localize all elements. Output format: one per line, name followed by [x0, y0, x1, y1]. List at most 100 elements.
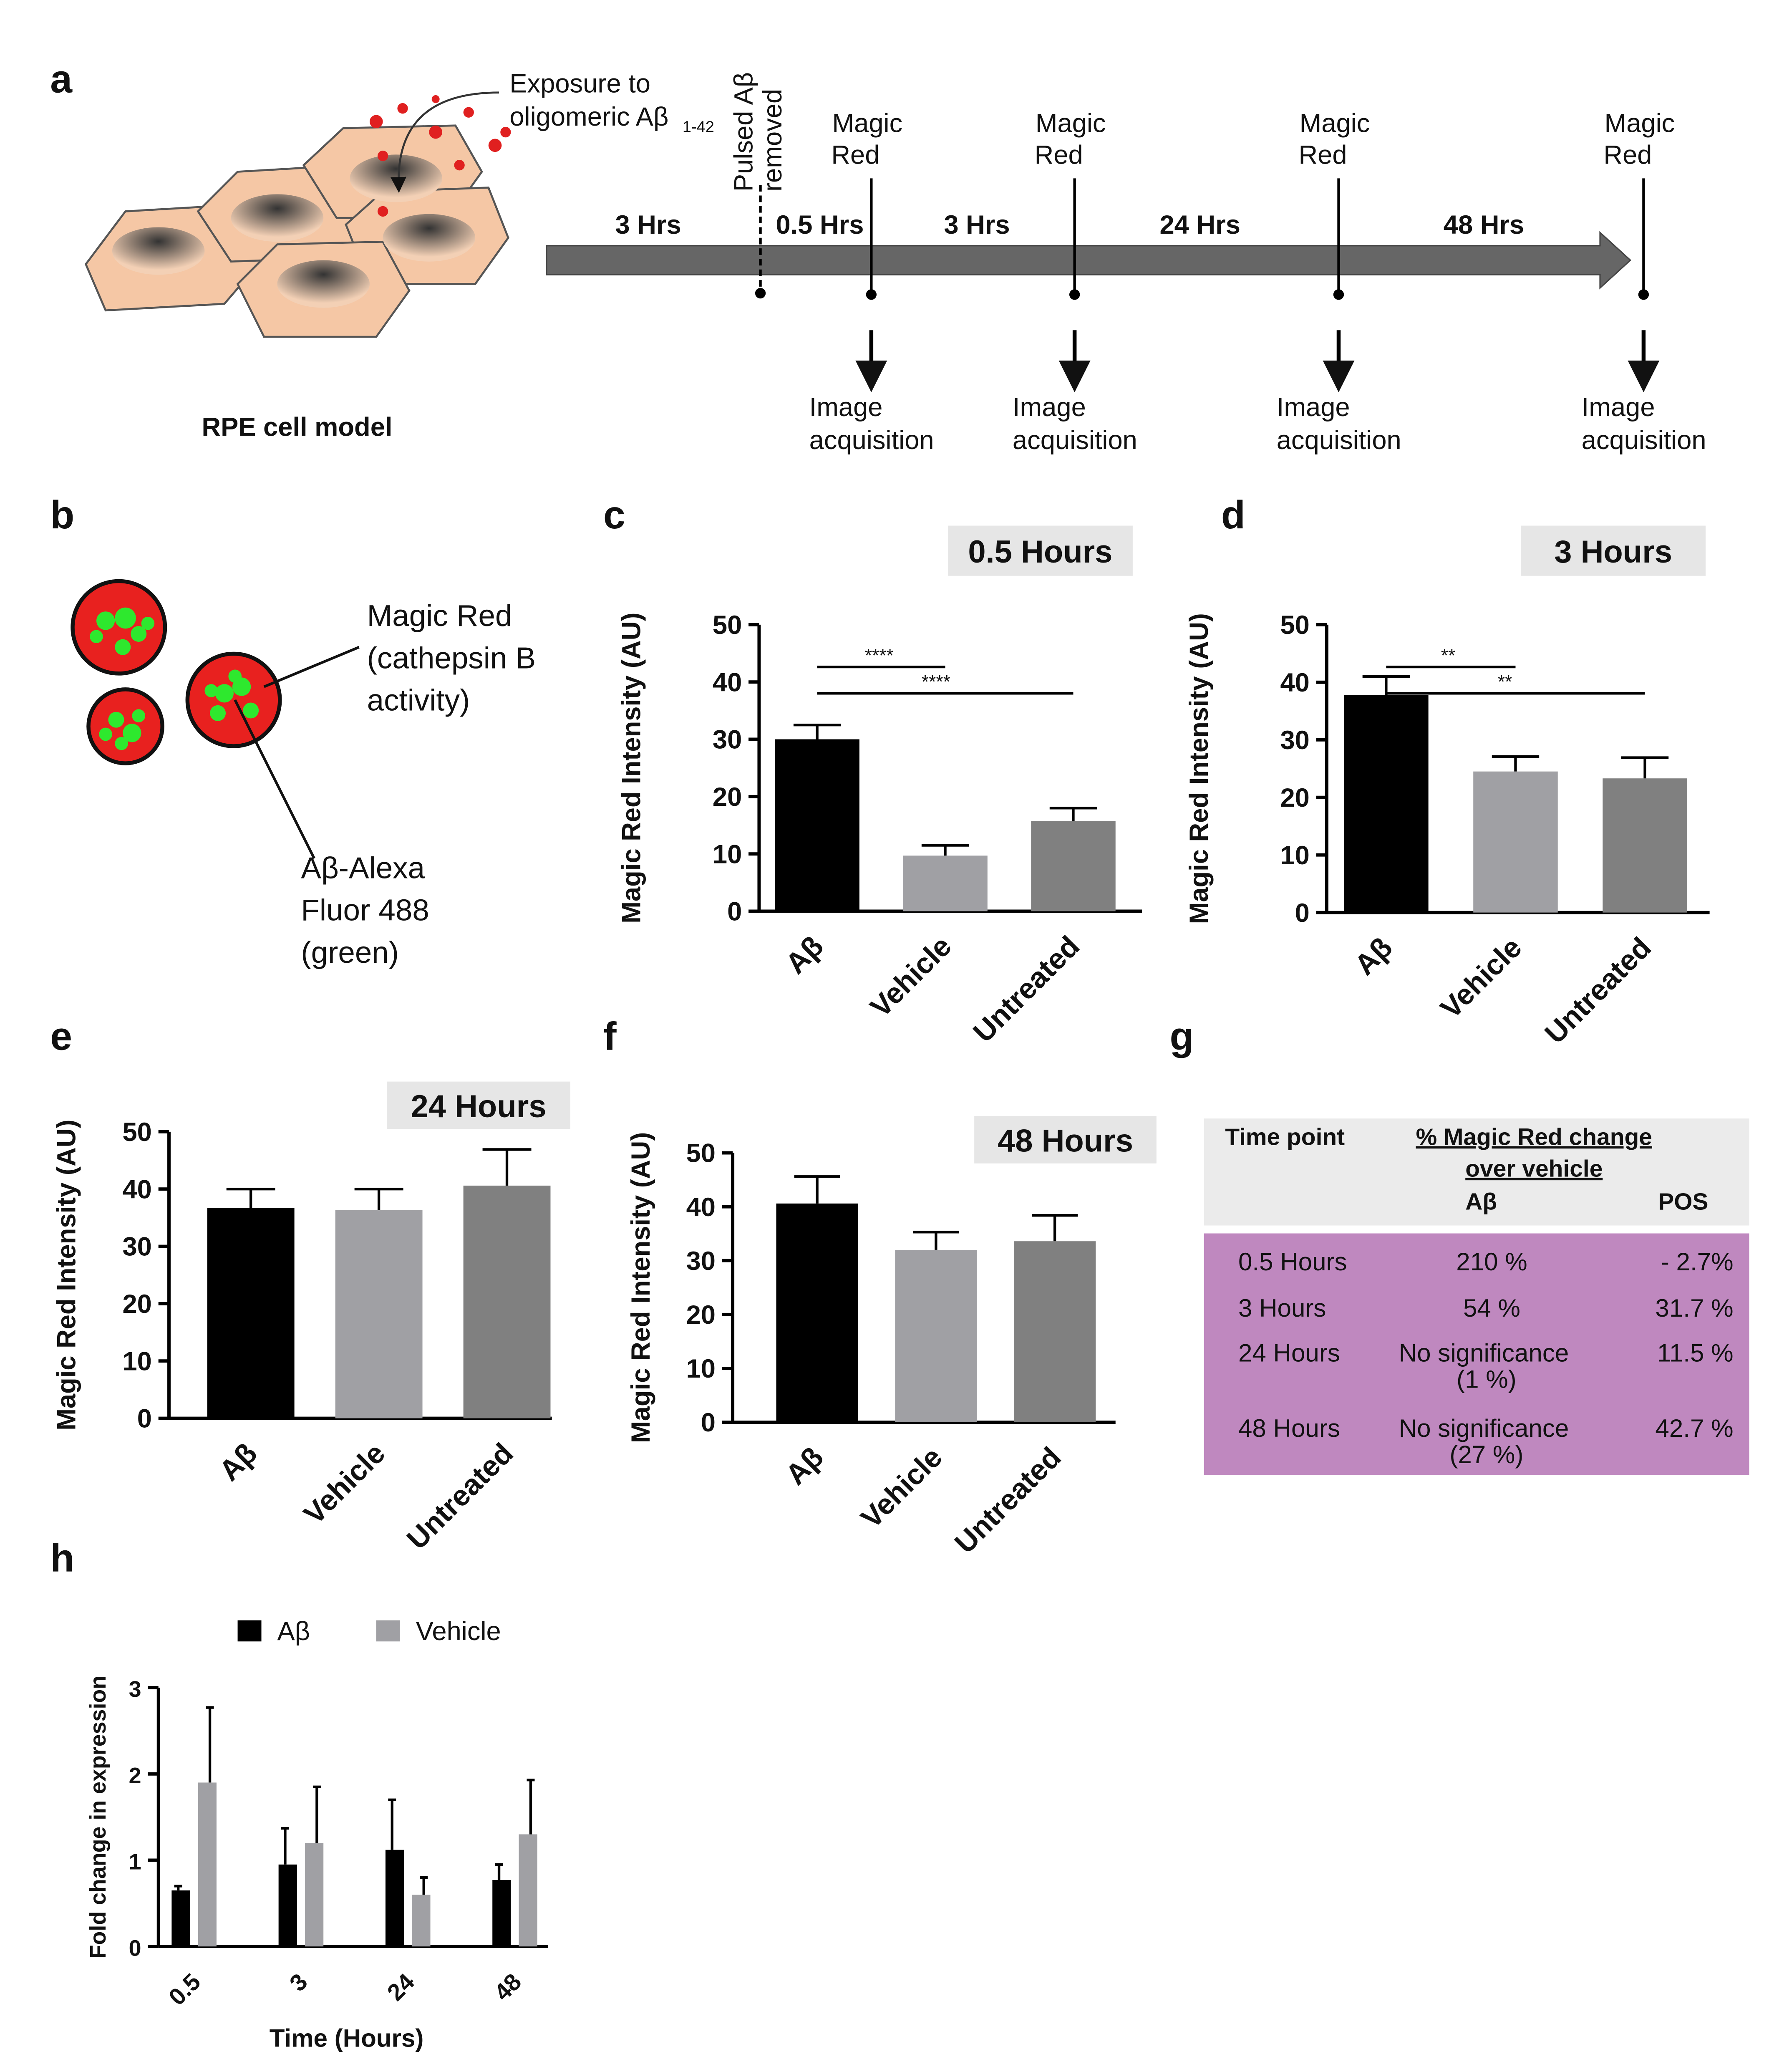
timepoint-label: Red [1603, 141, 1652, 170]
table-header-bg [1204, 1118, 1749, 1226]
y-tick-label: 40 [686, 1193, 716, 1222]
y-tick-label: 40 [713, 668, 742, 697]
panel-label: e [50, 1015, 72, 1059]
y-tick-label: 10 [686, 1354, 716, 1383]
x-tick-label: 24 [382, 1969, 420, 2006]
timepoint-dot [1069, 289, 1080, 300]
x-tick-label: Vehicle [864, 930, 958, 1024]
timepoint-label: Magic [1605, 109, 1675, 138]
timepoint-label: Red [1035, 141, 1083, 170]
table-header: % Magic Red change [1416, 1124, 1652, 1151]
acquisition-label: acquisition [1277, 426, 1401, 455]
bar [1344, 695, 1429, 913]
bar [198, 1782, 217, 1947]
panel-label: h [50, 1536, 74, 1580]
timepoint-dot [866, 289, 877, 300]
y-tick-label: 3 [129, 1677, 141, 1702]
table-cell: 54 % [1463, 1294, 1520, 1322]
bar [1473, 771, 1558, 913]
title-box [947, 525, 1133, 576]
x-tick-label: Vehicle [297, 1437, 391, 1531]
y-axis-label: Magic Red Intensity (AU) [617, 613, 646, 924]
timepoint-label: Magic [1300, 109, 1370, 138]
table-cell: No significance [1399, 1414, 1569, 1442]
y-tick-label: 30 [123, 1232, 152, 1262]
table-header: Time point [1225, 1124, 1345, 1151]
bar [385, 1850, 404, 1947]
panel-label: d [1221, 493, 1245, 537]
bar [305, 1843, 324, 1947]
bar [775, 739, 859, 911]
x-tick-label: Aβ [213, 1437, 263, 1487]
y-tick-label: 30 [686, 1247, 716, 1276]
y-tick-label: 50 [686, 1139, 716, 1168]
bar [463, 1185, 551, 1418]
legend-swatch [237, 1620, 262, 1642]
y-tick-label: 50 [713, 611, 742, 640]
cell-diagram [71, 579, 360, 859]
green-label: Fluor 488 [301, 893, 429, 927]
chart-title: 0.5 Hours [968, 534, 1112, 570]
acquisition-label: Image [809, 393, 883, 422]
significance-label: **** [865, 645, 894, 666]
exposure-subscript: 1-42 [683, 119, 714, 136]
x-axis-label: Time (Hours) [270, 2024, 424, 2052]
legend-swatch [376, 1620, 400, 1642]
bar [1603, 778, 1687, 913]
chart-title: 48 Hours [998, 1123, 1133, 1158]
bar [412, 1895, 431, 1947]
table-header: over vehicle [1465, 1155, 1603, 1182]
y-axis-label: Magic Red Intensity (AU) [626, 1132, 655, 1443]
x-tick-label: Untreated [401, 1437, 519, 1556]
green-label: Aβ-Alexa [301, 851, 425, 885]
y-tick-label: 10 [1280, 841, 1309, 870]
y-axis-label: Fold change in expression [86, 1676, 111, 1958]
acquisition-label: acquisition [1013, 426, 1137, 455]
timepoint-label: Red [1298, 141, 1347, 170]
timepoint-label: Red [831, 141, 879, 170]
table-cell: No significance [1399, 1339, 1569, 1367]
timepoint-dot [1638, 289, 1649, 300]
y-tick-label: 0 [727, 897, 742, 926]
table-cell: 210 % [1456, 1248, 1527, 1276]
y-tick-label: 0 [129, 1936, 141, 1961]
bar [776, 1203, 858, 1423]
table-cell: 42.7 % [1655, 1414, 1733, 1442]
acquisition-label: Image [1277, 393, 1350, 422]
table-cell: 0.5 Hours [1238, 1248, 1347, 1276]
acquisition-label: acquisition [809, 426, 934, 455]
panel-label: f [603, 1015, 617, 1059]
y-tick-label: 0 [137, 1404, 152, 1433]
bar [903, 856, 988, 911]
x-tick-label: Aβ [779, 1441, 829, 1491]
table-cell: - 2.7% [1661, 1248, 1734, 1276]
x-tick-label: 0.5 [164, 1969, 206, 2011]
chart-title: 24 Hours [411, 1089, 547, 1124]
title-box [1521, 525, 1706, 576]
table-header: Aβ [1465, 1189, 1497, 1215]
acquisition-label: acquisition [1582, 426, 1706, 455]
table-cell: 48 Hours [1238, 1414, 1340, 1442]
x-tick-label: Aβ [1348, 931, 1399, 982]
bar [207, 1208, 295, 1418]
y-tick-label: 50 [1280, 611, 1309, 640]
exposure-text: Exposure to [509, 69, 650, 98]
y-tick-label: 30 [1280, 726, 1309, 755]
y-tick-label: 20 [713, 782, 742, 812]
y-tick-label: 1 [129, 1850, 141, 1875]
panel-label: a [50, 57, 73, 101]
significance-label: **** [922, 672, 950, 692]
table-cell: 3 Hours [1238, 1294, 1326, 1322]
timeline-arrow [546, 231, 1632, 290]
timepoint-dot [1333, 289, 1344, 300]
interval-label: 24 Hrs [1160, 210, 1240, 240]
acquisition-label: Image [1013, 393, 1086, 422]
x-tick-label: Untreated [1538, 931, 1657, 1050]
bar [492, 1880, 511, 1947]
bar [519, 1834, 537, 1947]
panel-label: c [603, 493, 625, 537]
bar [1014, 1241, 1096, 1423]
y-tick-label: 20 [123, 1290, 152, 1319]
acquisition-label: Image [1582, 393, 1655, 422]
